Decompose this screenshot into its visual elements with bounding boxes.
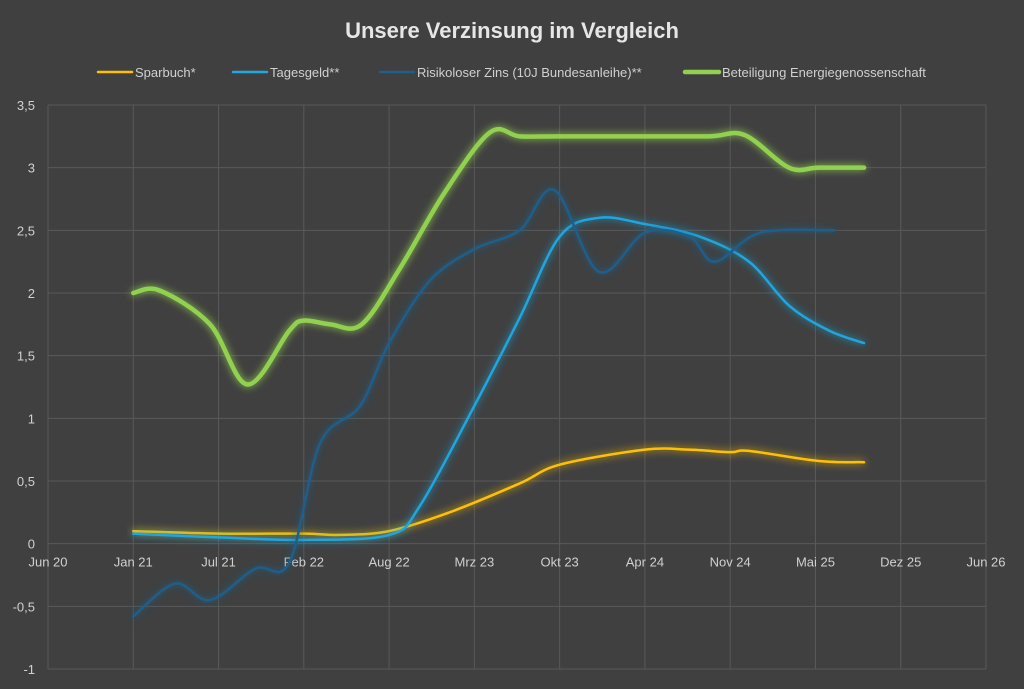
x-tick-label: Apr 24 (626, 555, 664, 570)
series-line-1 (132, 216, 866, 542)
y-tick-label: 3,5 (17, 98, 35, 113)
x-tick-label: Dez 25 (880, 555, 921, 570)
x-tick-label: Jun 26 (966, 555, 1005, 570)
y-axis-ticks: -1 -0,5 0 0,5 1 1,5 2 2,5 3 3,5 (13, 98, 35, 677)
x-tick-label: Feb 22 (284, 555, 324, 570)
y-tick-label: -0,5 (13, 599, 35, 614)
x-tick-label: Aug 22 (368, 555, 409, 570)
y-tick-label: 3 (28, 161, 35, 176)
legend-label: Beteiligung Energiegenossenschaft (722, 65, 926, 80)
series-line-0 (132, 447, 866, 537)
x-tick-label: Jul 21 (201, 555, 236, 570)
y-tick-label: 1 (28, 411, 35, 426)
y-tick-label: 2 (28, 286, 35, 301)
series-lines (131, 126, 867, 618)
y-tick-label: 0 (28, 537, 35, 552)
y-tick-label: -1 (23, 662, 35, 677)
legend-label: Tagesgeld** (270, 65, 339, 80)
series-line-2 (132, 188, 836, 618)
x-tick-label: Jun 20 (28, 555, 67, 570)
x-tick-label: Jan 21 (114, 555, 153, 570)
x-tick-label: Mai 25 (796, 555, 835, 570)
gridlines (47, 104, 987, 670)
y-tick-label: 0,5 (17, 474, 35, 489)
x-tick-label: Nov 24 (710, 555, 751, 570)
series-line-3 (131, 126, 867, 387)
y-tick-label: 1,5 (17, 349, 35, 364)
x-tick-label: Okt 23 (540, 555, 578, 570)
x-axis-ticks: Jun 20 Jan 21 Jul 21 Feb 22 Aug 22 Mrz 23 Okt … (28, 555, 1005, 570)
legend: Sparbuch* Tagesgeld** Risikoloser Zins (10… (96, 65, 926, 80)
legend-label: Risikoloser Zins (10J Bundesanleihe)** (417, 65, 642, 80)
y-tick-label: 2,5 (17, 223, 35, 238)
legend-label: Sparbuch* (135, 65, 196, 80)
x-tick-label: Mrz 23 (454, 555, 494, 570)
chart-title: Unsere Verzinsung im Vergleich (345, 18, 679, 43)
